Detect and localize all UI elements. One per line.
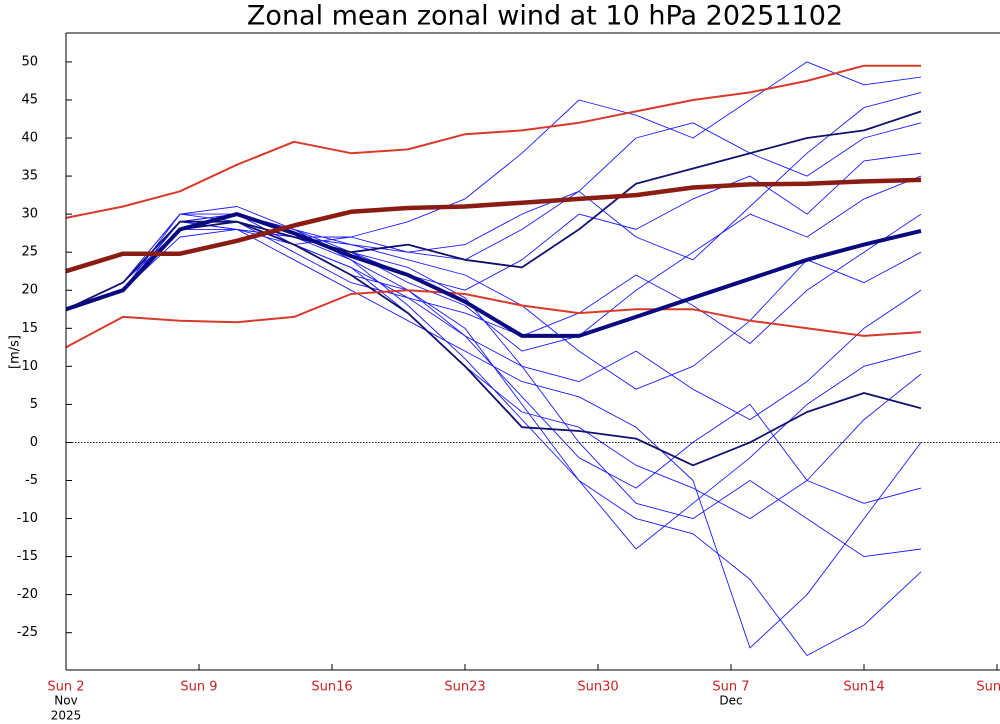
plot-area	[65, 61, 922, 656]
series-line	[65, 110, 922, 311]
y-tick-label: 50	[21, 54, 38, 69]
series-line	[65, 64, 921, 219]
y-tick-label: -25	[17, 625, 38, 640]
x-tick-label: Sun21	[976, 680, 1000, 695]
x-tick-sublabel: Nov	[54, 694, 77, 708]
x-tick-label: Sun 9	[180, 680, 217, 695]
series-line	[65, 228, 922, 421]
y-tick-label: 0	[30, 435, 38, 450]
y-tick-label: -10	[17, 511, 38, 526]
x-tick-label: Sun23	[444, 680, 485, 695]
series-line	[65, 213, 922, 390]
series-line	[65, 221, 922, 649]
x-tick-sublabel: Dec	[719, 694, 742, 708]
series-line	[65, 220, 922, 467]
chart-title: Zonal mean zonal wind at 10 hPa 20251102	[247, 1, 843, 32]
x-tick-label: Sun 7	[712, 680, 749, 695]
y-tick-label: 15	[21, 321, 38, 336]
y-tick-label: -20	[17, 587, 38, 602]
y-tick-label: 45	[21, 92, 38, 107]
y-tick-label: 30	[21, 207, 38, 222]
y-tick-label: 25	[21, 245, 38, 260]
series-line	[65, 213, 922, 344]
series-line	[65, 177, 922, 274]
series-line	[65, 91, 922, 310]
y-tick-label: -15	[17, 549, 38, 564]
series-line	[65, 122, 922, 310]
x-tick-label: Sun 2	[47, 680, 84, 695]
y-tick-label: 35	[21, 169, 38, 184]
series-line	[65, 213, 922, 656]
x-tick-sublabel: 2025	[51, 709, 82, 723]
series-line	[65, 212, 922, 338]
y-axis-label: [m/s]	[8, 335, 23, 369]
y-tick-label: 10	[21, 359, 38, 374]
x-tick-label: Sun30	[577, 680, 618, 695]
y-tick-label: 20	[21, 283, 38, 298]
series-line	[65, 289, 922, 349]
x-tick-label: Sun16	[311, 680, 352, 695]
y-tick-label: -5	[25, 473, 38, 488]
y-tick-label: 40	[21, 131, 38, 146]
y-tick-label: 5	[30, 397, 38, 412]
x-tick-label: Sun14	[843, 680, 884, 695]
